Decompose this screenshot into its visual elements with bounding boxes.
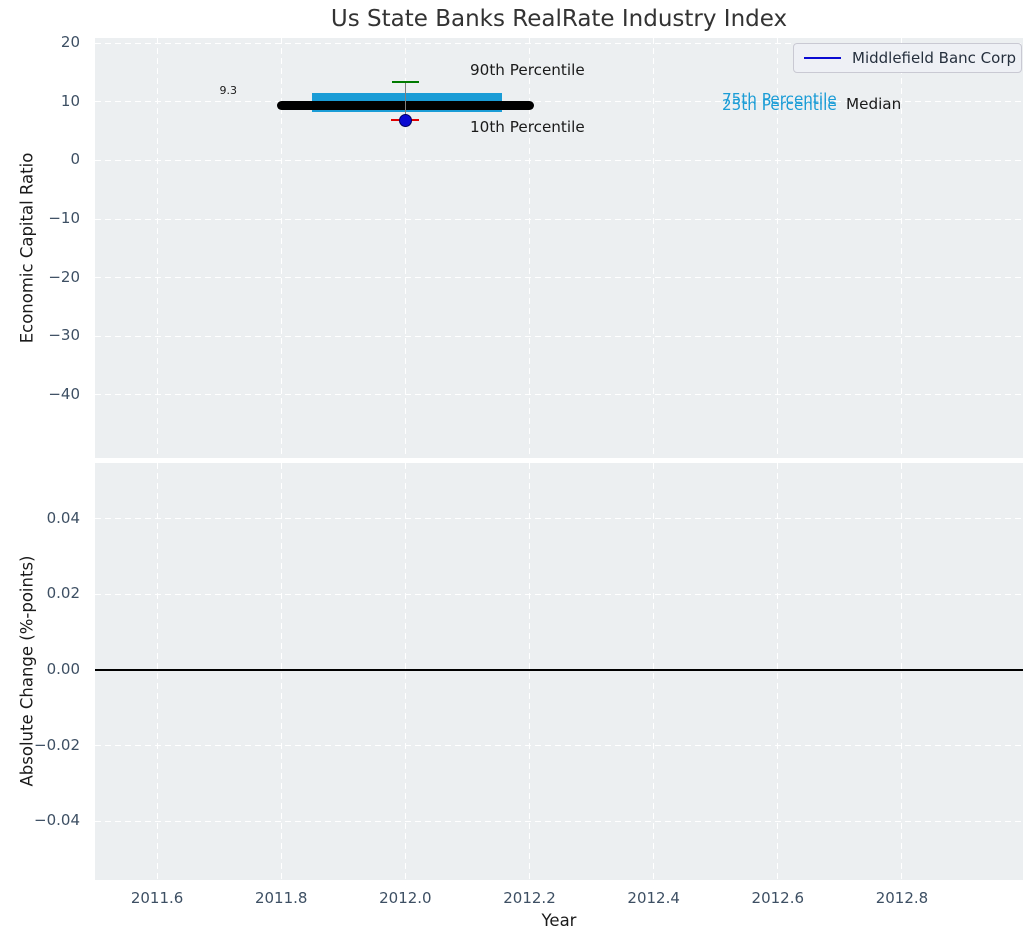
y-tick-label: 10 [60,91,80,110]
v-gridline [777,38,779,458]
v-gridline [404,463,406,880]
x-axis-label: Year [541,911,577,930]
y-tick-label: 0.02 [46,584,80,603]
x-tick-label: 2011.8 [254,889,308,907]
median-value-annotation: 9.3 [219,84,238,97]
x-tick-label: 2012.0 [379,889,432,907]
y-tick-label: 0.04 [46,508,80,527]
h-gridline [95,101,1023,103]
chart-title: Us State Banks RealRate Industry Index [330,6,788,32]
y-tick-label: −40 [48,384,80,403]
v-gridline [653,463,655,880]
h-gridline [95,159,1023,161]
x-tick-label: 2012.6 [751,889,805,907]
v-gridline [156,463,158,880]
top-y-axis-label: Economic Capital Ratio [17,152,37,344]
x-tick-label: 2012.2 [503,889,556,907]
v-gridline [529,38,530,458]
h-gridline [95,218,1023,220]
y-tick-label: −10 [48,209,80,227]
legend: Middlefield Banc Corp [793,43,1022,73]
x-tick-label: 2011.6 [130,889,184,907]
y-tick-label: 0.00 [46,659,80,678]
v-gridline [404,38,406,458]
v-gridline [156,38,158,458]
p25-annotation: 25th Percentile [722,96,837,114]
y-tick-label: −30 [48,326,80,345]
h-gridline [95,42,1023,44]
median-annotation: Median [846,95,902,113]
legend-label: Middlefield Banc Corp [852,49,1017,67]
y-tick-label: 0 [70,150,80,169]
zero-line [95,669,1023,671]
p10-annotation: 10th Percentile [470,118,585,136]
h-gridline [95,277,1023,279]
economic-capital-ratio-plot [95,38,1023,458]
p75-annotation: 75th Percentile [722,90,837,108]
h-gridline [95,820,1023,822]
percentile-whisker [404,81,406,120]
company-data-point [398,113,412,127]
h-gridline [95,518,1023,520]
p90-cap [391,80,419,84]
h-gridline [95,745,1023,747]
h-gridline [95,593,1023,595]
v-gridline [901,38,903,458]
legend-line-swatch [804,57,841,59]
v-gridline [777,463,779,880]
v-gridline [901,463,903,880]
v-gridline [653,38,655,458]
v-gridline [529,463,530,880]
y-tick-label: 20 [60,33,80,52]
h-gridline [95,335,1023,337]
y-tick-label: −0.02 [34,735,80,754]
p90-annotation: 90th Percentile [470,61,585,79]
x-tick-label: 2012.8 [875,889,929,907]
y-tick-label: −0.04 [34,811,80,830]
v-gridline [280,463,282,880]
v-gridline [280,38,282,458]
x-tick-label: 2012.4 [627,889,680,907]
h-gridline [95,394,1023,396]
y-tick-label: −20 [48,267,80,286]
absolute-change-plot [95,463,1023,880]
